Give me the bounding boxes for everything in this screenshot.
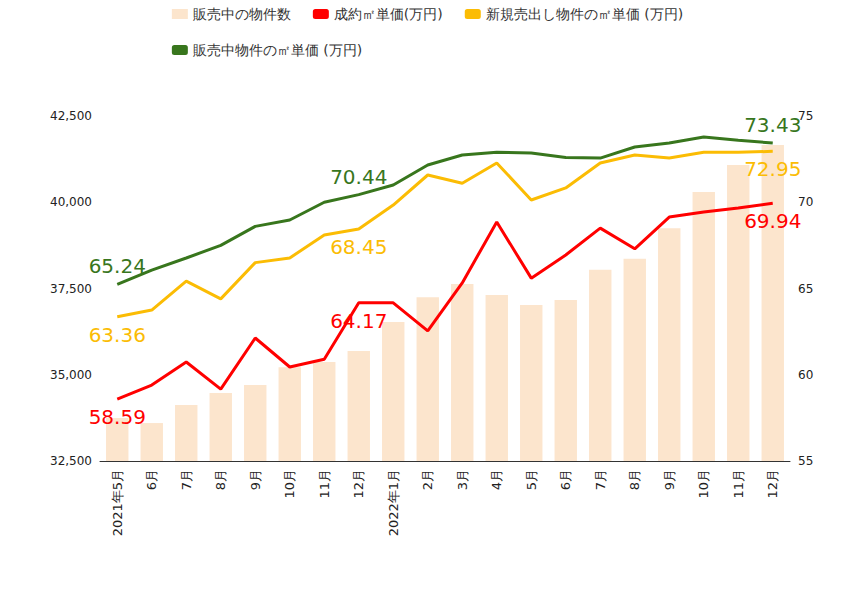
svg-text:12月: 12月 bbox=[351, 469, 366, 499]
svg-text:70.44: 70.44 bbox=[330, 165, 387, 189]
svg-text:7月: 7月 bbox=[593, 469, 608, 490]
svg-text:11月: 11月 bbox=[317, 469, 332, 499]
svg-text:5月: 5月 bbox=[524, 469, 539, 490]
svg-text:60: 60 bbox=[798, 368, 813, 382]
svg-text:65.24: 65.24 bbox=[89, 254, 146, 278]
svg-text:10月: 10月 bbox=[282, 469, 297, 499]
svg-text:58.59: 58.59 bbox=[89, 405, 146, 429]
svg-text:2021年5月: 2021年5月 bbox=[110, 469, 125, 536]
svg-text:12月: 12月 bbox=[765, 469, 780, 499]
svg-text:2022年1月: 2022年1月 bbox=[386, 469, 401, 536]
svg-text:73.43: 73.43 bbox=[744, 113, 801, 137]
svg-text:35,000: 35,000 bbox=[50, 368, 92, 382]
svg-text:69.94: 69.94 bbox=[744, 209, 801, 233]
svg-text:4月: 4月 bbox=[489, 469, 504, 490]
svg-text:3月: 3月 bbox=[455, 469, 470, 490]
svg-text:70: 70 bbox=[798, 195, 813, 209]
svg-text:37,500: 37,500 bbox=[50, 282, 92, 296]
svg-text:55: 55 bbox=[798, 454, 813, 468]
svg-text:9月: 9月 bbox=[248, 469, 263, 490]
svg-text:6月: 6月 bbox=[558, 469, 573, 490]
svg-text:2月: 2月 bbox=[420, 469, 435, 490]
svg-text:40,000: 40,000 bbox=[50, 195, 92, 209]
svg-text:68.45: 68.45 bbox=[330, 235, 387, 259]
svg-text:72.95: 72.95 bbox=[744, 157, 801, 181]
svg-text:65: 65 bbox=[798, 282, 813, 296]
svg-text:32,500: 32,500 bbox=[50, 454, 92, 468]
svg-text:成約㎡単価(万円): 成約㎡単価(万円) bbox=[334, 6, 443, 22]
svg-text:11月: 11月 bbox=[731, 469, 746, 499]
svg-text:販売中物件の㎡単価 (万円): 販売中物件の㎡単価 (万円) bbox=[193, 42, 362, 58]
svg-text:8月: 8月 bbox=[213, 469, 228, 490]
svg-text:販売中の物件数: 販売中の物件数 bbox=[193, 6, 291, 22]
svg-text:新規売出し物件の㎡単価 (万円): 新規売出し物件の㎡単価 (万円) bbox=[486, 6, 683, 22]
svg-text:8月: 8月 bbox=[627, 469, 642, 490]
svg-text:64.17: 64.17 bbox=[330, 309, 387, 333]
svg-text:63.36: 63.36 bbox=[89, 323, 146, 347]
svg-text:7月: 7月 bbox=[179, 469, 194, 490]
svg-text:10月: 10月 bbox=[696, 469, 711, 499]
svg-text:6月: 6月 bbox=[144, 469, 159, 490]
svg-text:9月: 9月 bbox=[662, 469, 677, 490]
svg-text:75: 75 bbox=[798, 109, 814, 123]
svg-text:42,500: 42,500 bbox=[50, 109, 92, 123]
